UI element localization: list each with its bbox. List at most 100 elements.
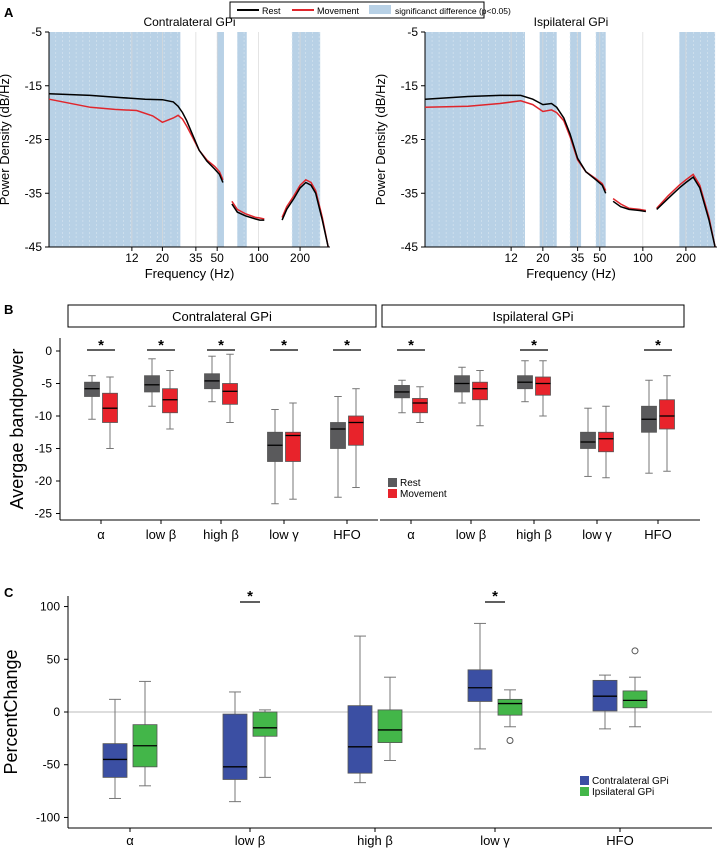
- rest-box: [144, 375, 160, 393]
- x-tick-label: 35: [571, 251, 585, 265]
- contralateral-box: [347, 705, 373, 774]
- x-tick-label: 12: [125, 251, 139, 265]
- legend-a-frame: [229, 1, 485, 19]
- plot-title: Contralateral GPi: [143, 15, 235, 29]
- rest-line: [281, 181, 329, 248]
- x-axis-label: Frequency (Hz): [145, 266, 235, 281]
- legend-rest-label: Rest: [400, 478, 421, 489]
- y-tick-label: -25: [25, 133, 43, 147]
- rest-box: [580, 431, 596, 449]
- panel-label-b: B: [4, 302, 13, 317]
- panel-b-headers: Contralateral GPi Ispilateral GPi: [67, 304, 685, 328]
- movement-box: [659, 399, 675, 430]
- y-tick-label: -35: [25, 186, 43, 200]
- header-ipsilateral: Ispilateral GPi: [493, 309, 574, 324]
- x-tick-label: 20: [536, 251, 550, 265]
- legend-movement-swatch: [388, 489, 397, 498]
- x-tick-label: HFO: [644, 527, 671, 542]
- y-tick-label: -25: [401, 133, 419, 147]
- legend-rest-swatch: [388, 478, 397, 487]
- contralateral-box: [102, 743, 128, 778]
- legend-contralateral-swatch: [580, 776, 589, 785]
- movement-box: [285, 431, 301, 462]
- y-tick-label: -15: [35, 442, 53, 456]
- x-tick-label: 200: [290, 251, 310, 265]
- movement-box: [348, 415, 364, 446]
- ipsilateral-box: [497, 698, 523, 716]
- significance-star: *: [531, 337, 537, 354]
- significance-band: [217, 32, 224, 247]
- x-tick-label: 35: [189, 251, 203, 265]
- significance-band: [679, 32, 716, 247]
- x-tick-label: α: [407, 527, 415, 542]
- legend-a-significance-swatch: [369, 5, 391, 14]
- panel-b-bandpower: 0 -5 -10 -15 -20 -25 Avergae bandpower α * low β *…: [7, 337, 700, 542]
- y-tick-label: -25: [35, 507, 53, 521]
- x-tick-label: high β: [516, 527, 552, 542]
- movement-box: [412, 398, 428, 414]
- y-tick-label: 50: [47, 652, 61, 666]
- x-tick-label: 50: [211, 251, 225, 265]
- significance-band: [49, 32, 181, 247]
- ipsilateral-box: [252, 711, 278, 737]
- y-tick-label: -50: [43, 758, 61, 772]
- movement-line: [231, 200, 265, 220]
- legend-a-movement-label: Movement: [317, 6, 360, 16]
- x-tick-label: 20: [156, 251, 170, 265]
- y-axis-label: PercentChange: [1, 649, 21, 774]
- header-contralateral: Contralateral GPi: [172, 309, 272, 324]
- movement-box: [162, 388, 178, 414]
- x-tick-label: 50: [593, 251, 607, 265]
- y-tick-label: 100: [40, 600, 60, 614]
- panel-a-ipsilateral: Ispilateral GPi -5 -15 -25 -35 -45 12 20 35 50 100…: [373, 15, 717, 281]
- significance-star: *: [344, 337, 350, 354]
- movement-box: [598, 431, 614, 453]
- significance-band: [237, 32, 247, 247]
- rest-box: [330, 422, 346, 449]
- rest-line: [612, 200, 647, 213]
- significance-band: [539, 32, 557, 247]
- x-tick-label: α: [97, 527, 105, 542]
- header-box-ipsilateral: [381, 304, 685, 328]
- y-tick-label: -5: [31, 25, 42, 39]
- rest-box: [267, 431, 283, 462]
- panel-label-a: A: [4, 5, 14, 20]
- significance-star: *: [247, 588, 253, 605]
- significance-star: *: [218, 337, 224, 354]
- header-box-contralateral: [67, 304, 377, 328]
- x-tick-label: 100: [633, 251, 653, 265]
- x-tick-label: α: [126, 833, 134, 848]
- x-axis-label: Frequency (Hz): [526, 266, 616, 281]
- x-tick-label: 100: [249, 251, 269, 265]
- ipsilateral-outlier: [506, 736, 514, 744]
- y-tick-label: -10: [35, 409, 53, 423]
- y-tick-label: -100: [36, 810, 60, 824]
- y-tick-label: 0: [45, 344, 52, 358]
- y-axis-label: Avergae bandpower: [7, 349, 27, 510]
- contralateral-box: [222, 713, 248, 780]
- movement-box: [535, 376, 551, 396]
- movement-box: [472, 381, 488, 401]
- plot-title: Ispilateral GPi: [534, 15, 609, 29]
- rest-line: [48, 93, 224, 183]
- x-tick-label: 200: [676, 251, 696, 265]
- x-tick-label: high β: [203, 527, 239, 542]
- legend-movement-label: Movement: [400, 489, 447, 500]
- x-tick-label: low γ: [269, 527, 299, 542]
- y-tick-label: -15: [25, 79, 43, 93]
- x-tick-label: low β: [146, 527, 177, 542]
- y-tick-label: -45: [25, 240, 43, 254]
- x-tick-label: low γ: [480, 833, 510, 848]
- significance-star: *: [492, 588, 498, 605]
- significance-star: *: [158, 337, 164, 354]
- significance-star: *: [281, 337, 287, 354]
- significance-band: [292, 32, 321, 247]
- y-axis-label: Power Density (dB/Hz): [0, 74, 12, 205]
- y-tick-label: 0: [53, 705, 60, 719]
- ipsilateral-box: [622, 690, 648, 709]
- y-tick-label: -35: [401, 186, 419, 200]
- y-tick-label: -45: [401, 240, 419, 254]
- legend-ipsilateral-swatch: [580, 787, 589, 796]
- movement-line: [48, 98, 224, 181]
- y-axis-label: Power Density (dB/Hz): [373, 74, 388, 205]
